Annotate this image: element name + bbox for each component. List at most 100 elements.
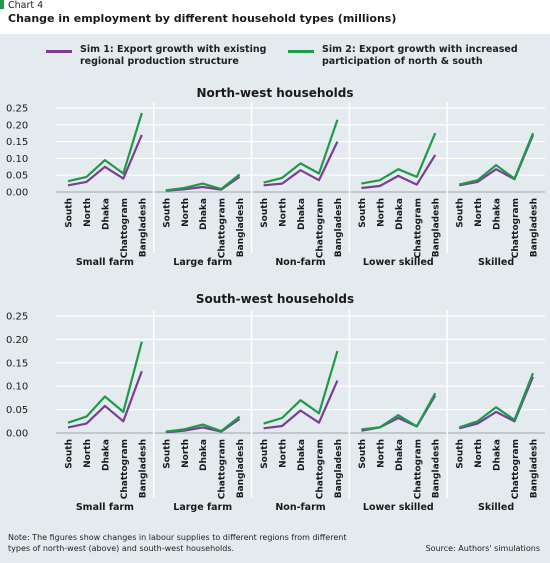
- legend-swatch-sim2: [288, 50, 314, 53]
- x-tick-label: Bangladesh: [432, 198, 442, 257]
- x-tick-label: South: [260, 439, 270, 469]
- chart-title-0: North-west households: [197, 86, 354, 100]
- x-tick-label: Chattogram: [120, 198, 130, 258]
- series-line-sim2: [458, 132, 535, 186]
- x-tick-label: Bangladesh: [530, 439, 540, 498]
- panel-label: Small farm: [76, 502, 134, 513]
- x-tick-label: Chattogram: [315, 198, 325, 258]
- x-tick-label: South: [358, 198, 368, 228]
- y-tick-label: 0.25: [6, 104, 28, 115]
- series-line-sim2: [165, 415, 241, 433]
- legend: Sim 1: Export growth with existing regio…: [46, 44, 546, 70]
- x-tick-label: North: [181, 198, 191, 227]
- y-tick-label: 0.15: [6, 137, 28, 148]
- x-tick-label: Dhaka: [493, 198, 503, 230]
- x-tick-label: North: [181, 439, 191, 468]
- x-tick-label: Dhaka: [493, 439, 503, 471]
- y-tick-label: 0.10: [6, 382, 28, 393]
- chart-source: Source: Authors' simulations: [425, 544, 540, 553]
- x-tick-label: South: [65, 198, 75, 228]
- series-line-sim2: [361, 132, 437, 185]
- x-tick-label: South: [456, 198, 466, 228]
- y-tick-label: 0.15: [6, 358, 28, 369]
- x-tick-label: Chattogram: [511, 198, 521, 258]
- x-tick-label: Chattogram: [413, 439, 423, 499]
- legend-label-sim1: Sim 1: Export growth with existing regio…: [80, 44, 267, 67]
- legend-swatch-sim1: [46, 50, 72, 53]
- x-tick-label: South: [358, 439, 368, 469]
- panel-label: Lower skilled: [363, 257, 434, 268]
- series-line-sim2: [458, 372, 535, 429]
- chart-title-1: South-west households: [196, 292, 354, 306]
- panel-label: Skilled: [478, 502, 514, 513]
- chart-background: [0, 34, 550, 563]
- legend-label-sim2: Sim 2: Export growth with increased part…: [322, 44, 518, 67]
- x-tick-label: Dhaka: [395, 198, 405, 230]
- chart-group-0: North-west households 0.00 0.05 0.10 0.15 0.2…: [6, 86, 545, 268]
- x-tick-label: South: [260, 198, 270, 228]
- x-tick-label: Chattogram: [413, 198, 423, 258]
- series-line-sim1: [67, 370, 143, 429]
- x-tick-label: Dhaka: [101, 198, 111, 230]
- x-tick-label: Dhaka: [199, 439, 209, 471]
- x-tick-label: North: [474, 198, 484, 227]
- y-tick-label: 0.00: [6, 188, 28, 199]
- x-tick-label: South: [65, 439, 75, 469]
- series-line-sim1: [263, 380, 339, 430]
- x-tick-label: Bangladesh: [138, 439, 148, 498]
- series-line-sim2: [263, 350, 339, 425]
- chart-label-marker: [0, 0, 4, 9]
- chart-title: Change in employment by different househ…: [8, 12, 397, 25]
- series-line-sim2: [165, 173, 241, 192]
- x-tick-label: North: [376, 198, 386, 227]
- series-line-sim2: [263, 119, 339, 184]
- x-tick-label: Dhaka: [199, 198, 209, 230]
- series-line-sim2: [67, 112, 143, 183]
- x-tick-label: Bangladesh: [334, 439, 344, 498]
- panel-label: Non-farm: [275, 502, 325, 513]
- series-line-sim1: [263, 141, 339, 187]
- x-tick-label: Bangladesh: [138, 198, 148, 257]
- x-tick-label: Chattogram: [315, 439, 325, 499]
- panel-label: Lower skilled: [363, 502, 434, 513]
- x-tick-label: Bangladesh: [432, 439, 442, 498]
- series-line-sim1: [361, 154, 437, 190]
- chart-note: Note: The figures show changes in labour…: [8, 533, 347, 553]
- x-tick-label: North: [474, 439, 484, 468]
- y-tick-label: 0.05: [6, 171, 28, 182]
- x-tick-label: North: [83, 198, 93, 227]
- y-tick-label: 0.20: [6, 120, 28, 131]
- x-tick-label: North: [83, 439, 93, 468]
- panel-label: Large farm: [173, 257, 232, 268]
- y-tick-label: 0.20: [6, 335, 28, 346]
- y-tick-label: 0.00: [6, 429, 28, 440]
- series-line-sim2: [67, 341, 143, 424]
- x-tick-label: Bangladesh: [530, 198, 540, 257]
- x-tick-label: Dhaka: [297, 439, 307, 471]
- y-tick-label: 0.10: [6, 154, 28, 165]
- x-tick-label: Chattogram: [218, 439, 228, 499]
- x-tick-label: North: [279, 439, 289, 468]
- x-tick-label: South: [456, 439, 466, 469]
- x-tick-label: Dhaka: [395, 439, 405, 471]
- x-tick-label: Dhaka: [297, 198, 307, 230]
- x-tick-label: Bangladesh: [236, 439, 246, 498]
- x-tick-label: Chattogram: [218, 198, 228, 258]
- series-line-sim2: [361, 392, 437, 431]
- x-tick-label: North: [376, 439, 386, 468]
- x-tick-label: Chattogram: [120, 439, 130, 499]
- y-tick-label: 0.25: [6, 312, 28, 323]
- chart-label: Chart 4: [8, 0, 44, 11]
- panel-label: Small farm: [76, 257, 134, 268]
- x-tick-label: South: [162, 439, 172, 469]
- series-line-sim1: [67, 134, 143, 187]
- y-tick-label: 0.05: [6, 405, 28, 416]
- panel-label: Large farm: [173, 502, 232, 513]
- x-tick-label: Dhaka: [101, 439, 111, 471]
- panel-label: Skilled: [478, 257, 514, 268]
- x-tick-label: Chattogram: [511, 439, 521, 499]
- x-tick-label: South: [162, 198, 172, 228]
- x-tick-label: North: [279, 198, 289, 227]
- x-tick-label: Bangladesh: [334, 198, 344, 257]
